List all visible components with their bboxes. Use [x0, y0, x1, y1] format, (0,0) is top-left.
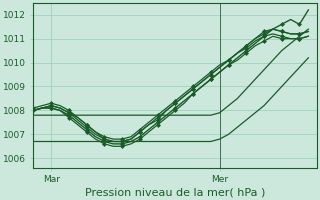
X-axis label: Pression niveau de la mer( hPa ): Pression niveau de la mer( hPa ): [85, 187, 266, 197]
